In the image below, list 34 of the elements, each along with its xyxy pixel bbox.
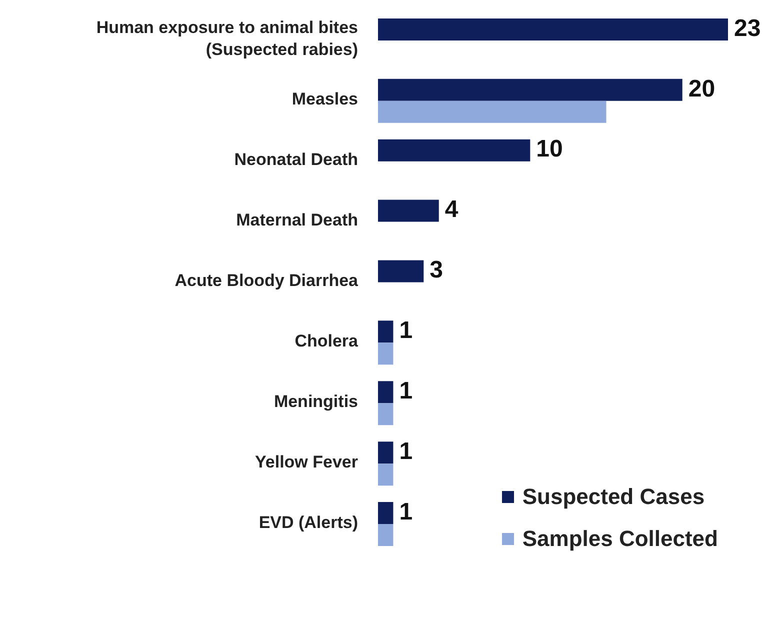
y-tick-label: Measles (292, 90, 358, 110)
y-tick-label: Maternal Death (236, 211, 358, 230)
data-label: 1 (399, 498, 413, 526)
data-label: 20 (688, 75, 716, 102)
bar (378, 18, 728, 40)
data-label: 10 (536, 136, 563, 163)
data-label: 1 (399, 438, 413, 465)
y-tick-label: Neonatal Death (234, 150, 358, 170)
y-tick-label: EVD (Alerts) (258, 513, 358, 532)
bar (378, 342, 394, 365)
y-tick-label: Acute Bloody Diarrhea (174, 271, 359, 290)
legend-label: Suspected Cases (522, 484, 705, 510)
y-tick-label: Cholera (294, 332, 359, 351)
bar (378, 78, 682, 101)
bar (378, 139, 530, 162)
y-tick-label: Yellow Fever (255, 452, 358, 472)
data-label: 3 (430, 256, 444, 284)
y-tick-label: Human exposure to animal bites (Suspected rabies) (96, 18, 358, 60)
bar (378, 100, 606, 123)
bar (378, 200, 439, 222)
bar (378, 442, 394, 464)
data-label: 1 (399, 317, 413, 344)
y-tick-label: Meningitis (274, 392, 358, 412)
data-label: 23 (734, 14, 761, 42)
data-label: 1 (399, 377, 413, 404)
bar (378, 502, 394, 524)
legend-label: Samples Collected (522, 526, 718, 552)
bar (378, 524, 394, 546)
bar (378, 464, 394, 486)
bar (378, 381, 394, 404)
bar (378, 403, 394, 426)
data-label: 4 (444, 196, 459, 224)
bar (378, 260, 424, 282)
bar (378, 320, 394, 343)
